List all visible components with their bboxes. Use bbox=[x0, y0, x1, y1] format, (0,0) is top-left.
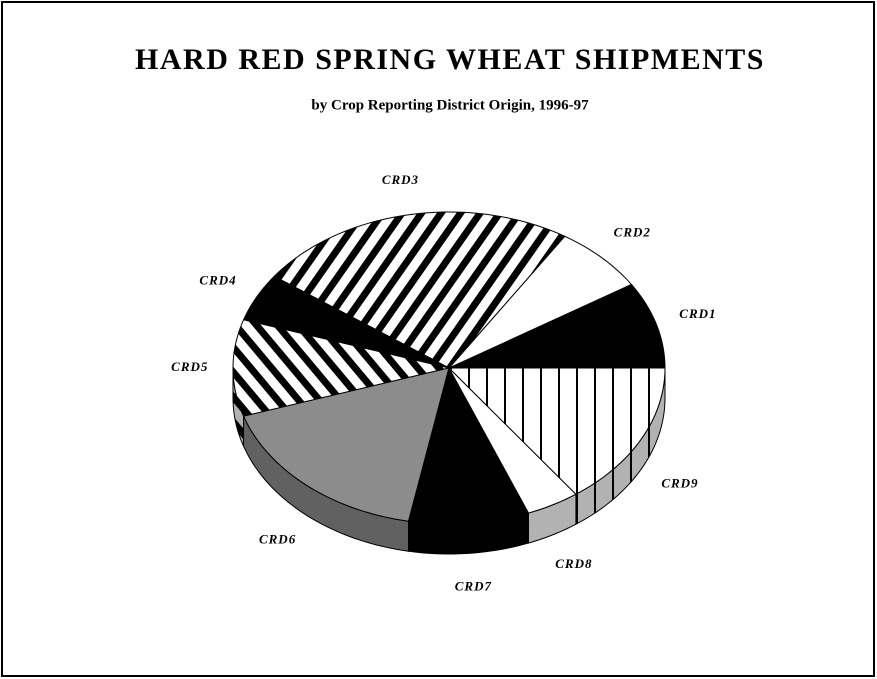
chart-title: HARD RED SPRING WHEAT SHIPMENTS bbox=[135, 43, 765, 76]
slice-side-shade bbox=[575, 368, 665, 525]
slice bbox=[242, 275, 450, 369]
slice bbox=[448, 367, 577, 514]
slice-label: CRD7 bbox=[455, 578, 492, 593]
slice-label: CRD2 bbox=[614, 224, 651, 239]
slice-side-shade bbox=[528, 494, 576, 544]
slice-label: CRD3 bbox=[382, 172, 419, 187]
slice bbox=[232, 319, 450, 417]
slice-label: CRD6 bbox=[259, 532, 296, 547]
slice-label: CRD5 bbox=[171, 359, 208, 374]
slice-side-shade bbox=[233, 368, 244, 447]
slice bbox=[448, 283, 666, 369]
slice-label: CRD8 bbox=[555, 556, 592, 571]
slice-side-shade bbox=[408, 513, 529, 554]
slice-label: CRD9 bbox=[661, 475, 698, 490]
slice bbox=[447, 367, 666, 495]
slice bbox=[448, 235, 633, 369]
slice-side-shade bbox=[243, 416, 409, 552]
slice bbox=[273, 211, 566, 369]
slice bbox=[407, 366, 530, 525]
chart-subtitle: by Crop Reporting District Origin, 1996-… bbox=[311, 97, 589, 113]
slice-label: CRD1 bbox=[679, 306, 716, 321]
slice bbox=[242, 367, 450, 522]
slice-label: CRD4 bbox=[199, 273, 236, 288]
